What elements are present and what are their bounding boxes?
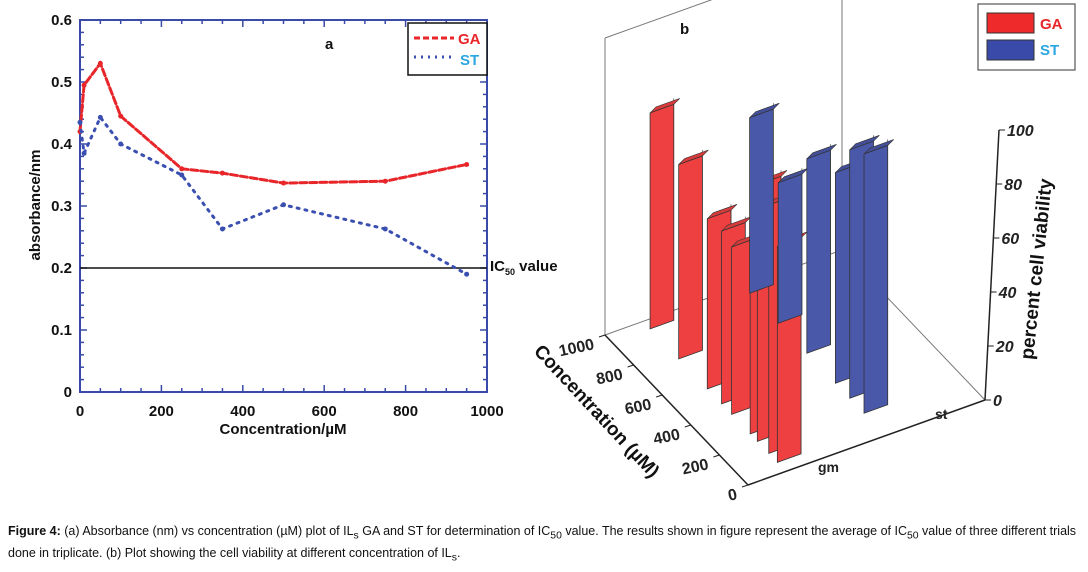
data-point-st xyxy=(118,141,124,147)
series-line-ga xyxy=(78,60,469,185)
category-label-gm: gm xyxy=(818,459,839,475)
x-tick-b xyxy=(656,394,663,398)
z-axis-label-b: percent cell viability xyxy=(1017,177,1057,360)
legend-label-ga: GA xyxy=(458,31,481,48)
panel-label-b: b xyxy=(680,21,689,38)
ic50-label: IC50 value xyxy=(490,258,558,277)
data-point-st xyxy=(281,202,286,208)
x-tick-label: 600 xyxy=(312,403,337,420)
legend-swatch-st xyxy=(986,39,1035,61)
legend-label-st-b: ST xyxy=(1040,42,1059,59)
z-tick-label-b: 60 xyxy=(1001,231,1019,248)
y-tick-label: 0.5 xyxy=(51,74,72,91)
data-point-st xyxy=(382,226,388,232)
bar-front xyxy=(806,149,831,354)
x-tick-b xyxy=(684,424,691,428)
x-tick-label-b: 1000 xyxy=(557,336,595,360)
panel-a-line-chart: a Concentration/µM absorbance/nm 0 200 400… xyxy=(27,12,558,438)
bar-st xyxy=(863,139,894,414)
bar-front xyxy=(649,103,675,330)
x-tick-label-b: 600 xyxy=(623,396,653,418)
data-point-st xyxy=(77,119,83,125)
bar-st xyxy=(777,168,809,324)
series-line-st xyxy=(78,114,469,276)
y-tick-label: 0.1 xyxy=(51,322,72,339)
z-tick-label-b: 100 xyxy=(1007,123,1034,140)
x-tick-label-b: 400 xyxy=(652,426,682,448)
bar-ga xyxy=(678,149,709,360)
legend-b: GA ST xyxy=(977,3,1076,71)
legend-a: GA ST xyxy=(407,22,488,76)
data-point-st xyxy=(219,226,225,232)
x-tick-label-b: 200 xyxy=(681,456,711,478)
data-point-st xyxy=(179,172,185,178)
x-tick-b xyxy=(627,364,634,368)
data-point-ga xyxy=(97,60,103,66)
y-axis-label-a: absorbance/nm xyxy=(27,150,44,261)
data-point-ga xyxy=(81,82,87,88)
data-point-ga xyxy=(219,170,225,176)
data-point-st xyxy=(464,271,470,277)
y-tick-label: 0 xyxy=(64,384,72,401)
x-tick-label: 1000 xyxy=(470,403,503,420)
x-tick-label: 0 xyxy=(76,403,84,420)
bar-st xyxy=(806,144,837,354)
bar-ga xyxy=(649,98,680,330)
z-tick-label-b: 0 xyxy=(993,393,1002,410)
x-tick-label-b: 0 xyxy=(727,486,739,504)
data-point-ga xyxy=(179,166,185,172)
svg-text:IC50 value: IC50 value xyxy=(490,258,558,277)
data-point-ga xyxy=(382,178,388,184)
category-label-st: st xyxy=(935,406,948,422)
panel-label-a: a xyxy=(325,36,334,53)
x-tick-b xyxy=(598,334,606,338)
x-tick-b xyxy=(741,484,749,488)
x-tick-label: 400 xyxy=(230,403,255,420)
data-point-ga xyxy=(281,180,286,186)
concentration-axis xyxy=(604,334,749,486)
y-tick-label: 0.6 xyxy=(51,12,72,29)
legend-swatch-ga xyxy=(986,12,1035,34)
x-tick-label: 800 xyxy=(393,403,418,420)
figure-caption: Figure 4: (a) Absorbance (nm) vs concent… xyxy=(8,524,1077,563)
z-tick-label-b: 40 xyxy=(998,285,1017,302)
x-tick-b xyxy=(713,454,720,458)
data-point-st xyxy=(81,150,87,156)
data-point-ga xyxy=(464,161,470,167)
x-tick-label: 200 xyxy=(149,403,174,420)
data-point-ga xyxy=(118,113,124,119)
y-tick-label: 0.4 xyxy=(51,136,73,153)
figure: a Concentration/µM absorbance/nm 0 200 400… xyxy=(27,0,1076,505)
z-tick-label-b: 20 xyxy=(995,339,1014,356)
bar-front xyxy=(678,155,703,360)
z-tick-label-b: 80 xyxy=(1004,177,1022,194)
y-tick-label: 0.3 xyxy=(51,198,72,215)
legend-label-ga-b: GA xyxy=(1040,16,1063,33)
x-tick-label-b: 800 xyxy=(595,366,625,388)
x-axis-label-a: Concentration/µM xyxy=(220,421,347,438)
y-tick-label: 0.2 xyxy=(51,260,72,277)
legend-label-st: ST xyxy=(460,52,479,69)
bar-st xyxy=(749,102,780,294)
bar-front xyxy=(749,108,774,294)
category-axis xyxy=(747,399,986,486)
bar-front xyxy=(863,144,889,414)
back-top-edge xyxy=(604,0,713,39)
viability-axis xyxy=(984,129,1000,401)
data-point-st xyxy=(97,114,103,120)
bar-front xyxy=(777,173,803,324)
